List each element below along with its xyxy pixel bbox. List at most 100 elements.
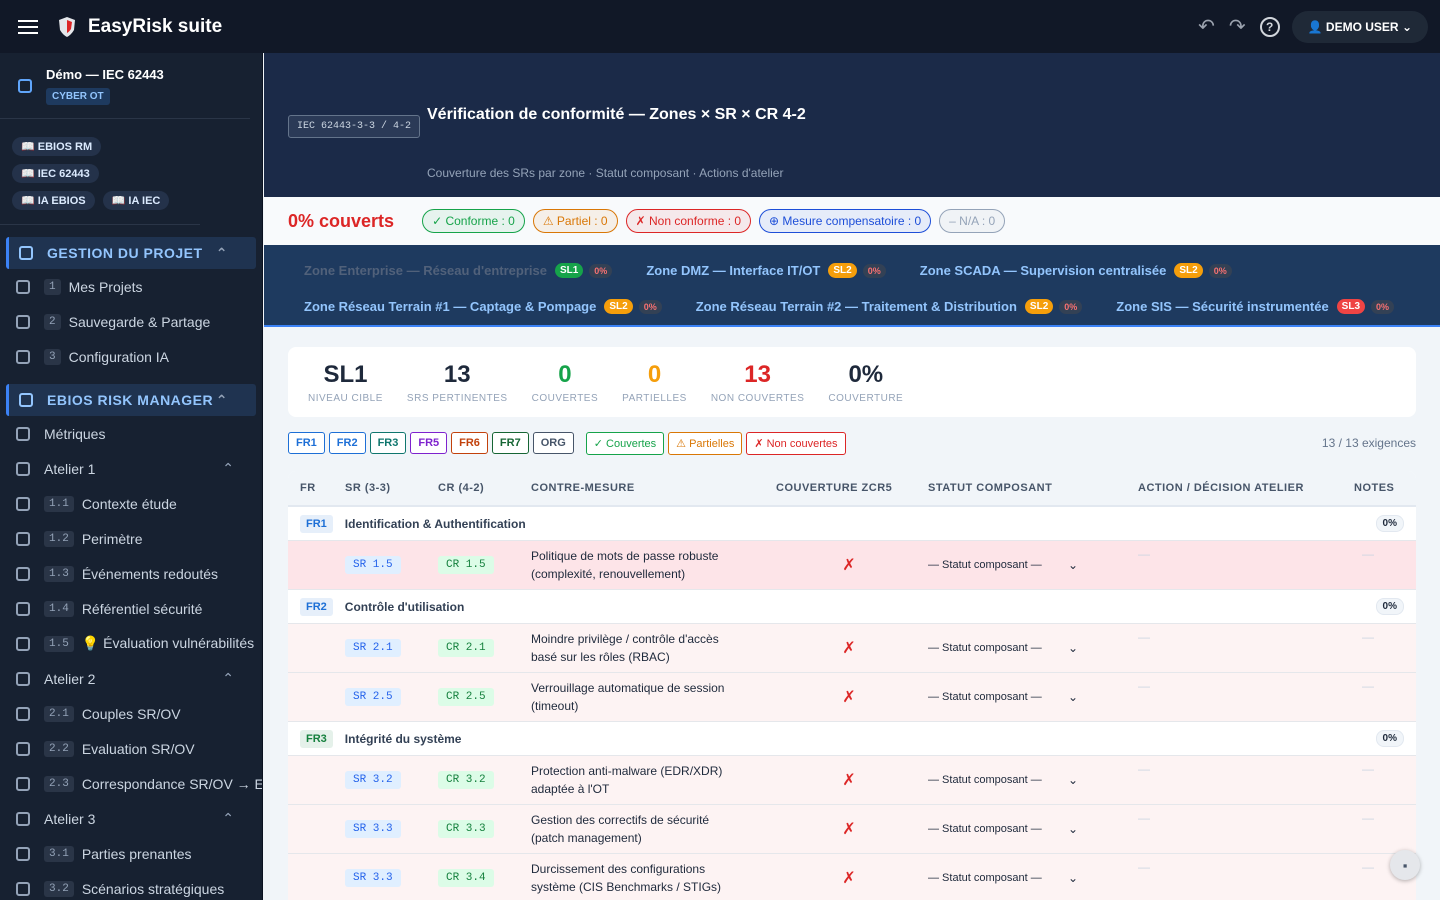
status-select[interactable]: — Statut composant — ⌄ <box>928 871 1078 885</box>
action-cell[interactable]: — <box>1138 762 1150 776</box>
stat-label: COUVERTES <box>531 392 599 404</box>
chevron[interactable]: ⌃ <box>222 810 234 826</box>
cell: SR 3.2 <box>345 771 438 789</box>
notes-cell[interactable]: — <box>1362 860 1374 874</box>
nav-number: 2.2 <box>44 740 74 757</box>
status-select[interactable]: — Statut composant — ⌄ <box>928 690 1078 704</box>
zone-tab[interactable]: Zone Réseau Terrain #2 — Traitement & Di… <box>696 291 1083 322</box>
select-chevron: ⌄ <box>1067 641 1078 655</box>
chevron[interactable]: ⌃ <box>215 391 228 408</box>
zone-name: Zone Réseau Terrain #2 — Traitement & Di… <box>695 299 1017 315</box>
fr-filter[interactable]: FR2 <box>328 432 366 454</box>
fr-title: Identification & Authentification <box>344 516 526 531</box>
fr-filter[interactable]: ORG <box>532 432 574 454</box>
action-cell[interactable]: — <box>1138 811 1150 825</box>
column-header: STATUT COMPOSANT <box>928 482 1053 494</box>
reference-chip[interactable]: 📖 IEC 62443 <box>12 164 99 183</box>
stat: 13 SRS PERTINENTES <box>407 361 508 404</box>
nav-section[interactable]: GESTION DU PROJET ⌃ <box>6 237 256 269</box>
nav-item[interactable]: 2.1 Couples SR/OV <box>0 696 262 731</box>
action-cell[interactable]: — <box>1138 860 1150 874</box>
requirement-row: SR 2.5 CR 2.5 Verrouillage automatique de … <box>288 673 1416 722</box>
nav-item[interactable]: 2 Sauvegarde & Partage <box>0 304 262 339</box>
status-select[interactable]: — Statut composant — ⌄ <box>928 641 1078 655</box>
nav-icon <box>16 706 30 721</box>
nav-item[interactable]: 3 Configuration IA <box>0 339 262 374</box>
undo-button[interactable]: ↶ <box>1198 16 1215 38</box>
redo-button[interactable]: ↷ <box>1228 16 1246 38</box>
nav-item[interactable]: 1.2 Perimètre <box>0 521 262 556</box>
nav-group[interactable]: Atelier 1 ⌃ <box>0 451 262 486</box>
sr-code: SR 2.5 <box>345 688 401 706</box>
notes-cell[interactable]: — <box>1362 630 1374 644</box>
nav-group[interactable]: Atelier 2 ⌃ <box>0 661 262 696</box>
nav-section[interactable]: EBIOS RISK MANAGER ⌃ <box>6 384 256 416</box>
zone-tab[interactable]: Zone SCADA — Supervision centralisée SL2 0… <box>920 255 1232 286</box>
notes-cell[interactable]: — <box>1362 811 1374 825</box>
nav-item[interactable]: 1.5 💡 Évaluation vulnérabilités <box>0 626 262 661</box>
user-menu[interactable]: 👤 DEMO USER ⌄ <box>1291 10 1428 43</box>
zone-coverage: 0% <box>1208 263 1232 278</box>
nav-item[interactable]: 1.4 Référentiel sécurité <box>0 591 262 626</box>
fr-code: FR2 <box>300 597 333 616</box>
cell: SR 3.3 <box>345 869 438 887</box>
nav-label: Sauvegarde & Partage <box>68 313 211 330</box>
notes-cell[interactable]: — <box>1362 679 1374 693</box>
zone-tab[interactable]: Zone Réseau Terrain #1 — Captage & Pompa… <box>304 291 662 322</box>
reference-chip[interactable]: 📖 IA EBIOS <box>12 191 95 210</box>
nav-item[interactable]: 1.3 Événements redoutés <box>0 556 262 591</box>
zone-tab[interactable]: Zone SIS — Sécurité instrumentée SL3 0% <box>1116 291 1395 322</box>
help-button[interactable]: ? <box>1259 16 1280 37</box>
nav-item[interactable]: Métriques <box>0 416 262 451</box>
nav-number: 3.1 <box>44 845 74 862</box>
cr-code: CR 3.4 <box>438 869 494 887</box>
reference-chip[interactable]: 📖 EBIOS RM <box>12 137 102 156</box>
notes-cell[interactable]: — <box>1362 762 1374 776</box>
nav-item[interactable]: 3.2 Scénarios stratégiques <box>0 871 262 900</box>
nav-number: 1.2 <box>44 530 74 547</box>
state-filter[interactable]: ⚠ Partielles <box>668 431 743 455</box>
chevron[interactable]: ⌃ <box>222 460 234 476</box>
state-filter[interactable]: ✗ Non couvertes <box>746 431 846 455</box>
menu-button[interactable] <box>18 18 40 36</box>
zone-name: Zone SIS — Sécurité instrumentée <box>1116 299 1329 315</box>
coverage-mark: ✗ <box>842 870 856 887</box>
state-filter[interactable]: ✓ Couvertes <box>585 431 665 455</box>
project-tag: CYBER OT <box>46 87 110 105</box>
action-cell[interactable]: — <box>1138 547 1150 561</box>
cell: CR 1.5 <box>438 556 531 574</box>
action-cell[interactable]: — <box>1138 679 1150 693</box>
status-select[interactable]: — Statut composant — ⌄ <box>928 773 1078 787</box>
nav-item[interactable]: 3.1 Parties prenantes <box>0 836 262 871</box>
cr-code: CR 3.2 <box>438 771 494 789</box>
fr-filter[interactable]: FR7 <box>491 432 529 454</box>
fr-filter[interactable]: FR6 <box>451 432 488 454</box>
nav-label: Correspondance SR/OV → EF <box>81 775 263 792</box>
status-select[interactable]: — Statut composant — ⌄ <box>928 822 1078 836</box>
status-select[interactable]: — Statut composant — ⌄ <box>928 558 1078 572</box>
page-subtitle: Couverture des SRs par zone · Statut com… <box>427 166 784 180</box>
nav-item[interactable]: 2.3 Correspondance SR/OV → EF <box>0 766 262 801</box>
nav-item[interactable]: 1.1 Contexte étude <box>0 486 262 521</box>
stats-card: SL1 NIVEAU CIBLE 13 SRS PERTINENTES 0 COUVERT… <box>288 347 1416 417</box>
chevron[interactable]: ⌃ <box>222 670 234 686</box>
nav-item[interactable]: 1 Mes Projets <box>0 269 262 304</box>
cr-code: CR 1.5 <box>438 556 494 574</box>
zone-tab[interactable]: Zone Enterprise — Réseau d'entreprise SL1… <box>304 255 613 286</box>
coverage-mark: ✗ <box>842 557 856 574</box>
zone-tab[interactable]: Zone DMZ — Interface IT/OT SL2 0% <box>646 255 886 286</box>
nav-number: 1.5 <box>44 635 74 652</box>
reference-chip[interactable]: 📖 IA IEC <box>102 191 170 210</box>
requirement-row: SR 3.2 CR 3.2 Protection anti-malware (EDR… <box>288 756 1416 805</box>
chevron[interactable]: ⌃ <box>215 244 228 261</box>
fr-filter[interactable]: FR3 <box>369 432 407 454</box>
chat-button[interactable]: ▪ <box>1390 850 1420 880</box>
notes-cell[interactable]: — <box>1362 547 1374 561</box>
nav-item[interactable]: 2.2 Evaluation SR/OV <box>0 731 262 766</box>
nav-group[interactable]: Atelier 3 ⌃ <box>0 801 262 836</box>
fr-filter[interactable]: FR1 <box>288 432 325 454</box>
group-coverage: 0% <box>1375 730 1404 747</box>
action-cell[interactable]: — <box>1138 630 1150 644</box>
fr-filter[interactable]: FR5 <box>410 432 448 454</box>
nav-icon <box>16 426 30 441</box>
